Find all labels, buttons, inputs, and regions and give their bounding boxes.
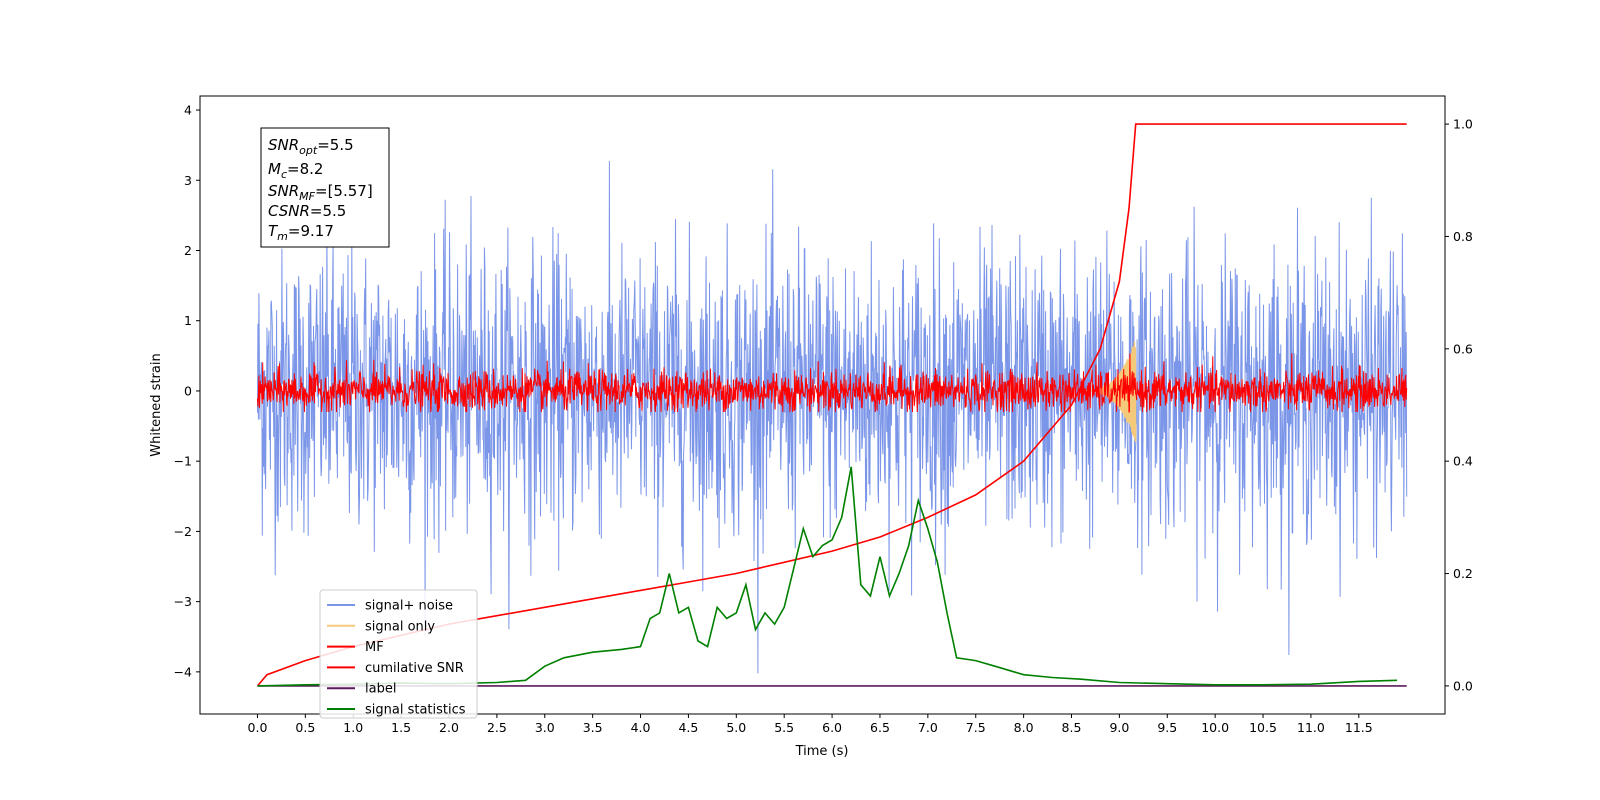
info-csnr-value: =5.5 [310,202,346,220]
x-tick-label: 7.0 [918,720,938,735]
legend-label: label [365,682,396,697]
y-axis-left: −4 −3 −2 −1 0 1 2 3 4 [174,103,200,679]
x-tick-label: 10.5 [1249,720,1277,735]
info-csnr-symbol: CSNR [268,202,310,220]
legend-label: signal statistics [365,703,466,718]
series-5-line [257,466,1398,687]
x-tick-label: 9.0 [1109,720,1129,735]
info-tm: Tm=9.17 [268,222,334,243]
x-tick-label: 9.5 [1157,720,1177,735]
y-tick-label: 1 [184,313,192,328]
x-tick-label: 4.0 [631,720,651,735]
x-tick-label: 5.5 [774,720,794,735]
info-csnr: CSNR=5.5 [268,202,346,220]
x-tick-label: 0.0 [248,720,268,735]
info-tm-symbol: T [268,222,279,240]
plot-frame [199,95,1446,715]
x-tick-label: 8.0 [1014,720,1034,735]
legend: signal+ noise signal only MF cumilative SNR… [319,589,478,719]
y-axis-right: 0.0 0.2 0.4 0.6 0.8 1.0 [1445,117,1473,693]
y-tick-label: 3 [184,173,192,188]
x-tick-label: 1.0 [343,720,363,735]
info-snr-mf-symbol: SNR [268,182,299,200]
y-tick-label: 0 [184,383,192,398]
x-tick-label: 1.5 [391,720,411,735]
info-snr-opt-sub: opt [299,144,318,157]
info-tm-sub: m [277,230,288,243]
y-tick-label: −1 [174,454,192,469]
series-0-line [257,160,1408,674]
x-tick-label: 11.5 [1345,720,1373,735]
info-snr-mf: SNRMF=[5.57] [268,182,373,203]
series-2-line [257,353,1408,413]
x-tick-label: 0.5 [295,720,315,735]
x-tick-label: 10.0 [1201,720,1229,735]
x-tick-label: 11.0 [1297,720,1325,735]
x-tick-label: 4.5 [678,720,698,735]
info-snr-opt-symbol: SNR [268,136,299,154]
x-tick-label: 6.0 [822,720,842,735]
x-tick-label: 2.5 [487,720,507,735]
x-tick-label: 8.5 [1062,720,1082,735]
legend-label: signal only [365,619,435,634]
y-tick-label: −4 [174,664,192,679]
y-right-tick-label: 0.4 [1453,454,1473,469]
y-right-tick-label: 1.0 [1453,117,1473,132]
y-right-tick-label: 0.2 [1453,566,1473,581]
x-tick-label: 7.5 [966,720,986,735]
x-tick-label: 3.0 [535,720,555,735]
x-tick-label: 5.0 [726,720,746,735]
y-tick-label: −2 [174,524,192,539]
y-right-tick-label: 0.0 [1453,678,1473,693]
info-mc-symbol: M [268,160,281,178]
y-tick-label: 4 [184,103,192,118]
legend-frame [319,589,478,719]
info-snr-mf-value: =[5.57] [315,182,373,200]
x-tick-label: 2.0 [439,720,459,735]
info-mc: Mc=8.2 [268,160,323,181]
x-axis-title: Time (s) [795,744,849,759]
info-snr-mf-sub: MF [299,190,315,203]
x-tick-label: 6.5 [870,720,890,735]
y-right-tick-label: 0.8 [1453,229,1473,244]
legend-label: signal+ noise [365,599,453,614]
y-tick-label: −3 [174,594,192,609]
legend-label: cumilative SNR [365,661,464,676]
info-box-frame [260,127,390,248]
info-box: SNRopt=5.5 Mc=8.2 SNRMF=[5.57] CSNR=5.5 … [260,127,390,248]
y-right-tick-label: 0.6 [1453,341,1473,356]
info-mc-value: =8.2 [287,160,323,178]
y-axis-title: Whitened strain [149,353,164,456]
info-mc-sub: c [281,168,287,181]
legend-label: MF [365,640,384,655]
info-snr-opt-value: =5.5 [317,136,353,154]
info-snr-opt: SNRopt=5.5 [268,136,354,157]
x-tick-label: 3.5 [583,720,603,735]
y-tick-label: 2 [184,243,192,258]
info-tm-value: =9.17 [288,222,334,240]
x-axis: 0.0 0.5 1.0 1.5 2.0 2.5 3.0 3.5 4.0 4.5 5.0 5.5 6.0 6… [248,714,1373,735]
